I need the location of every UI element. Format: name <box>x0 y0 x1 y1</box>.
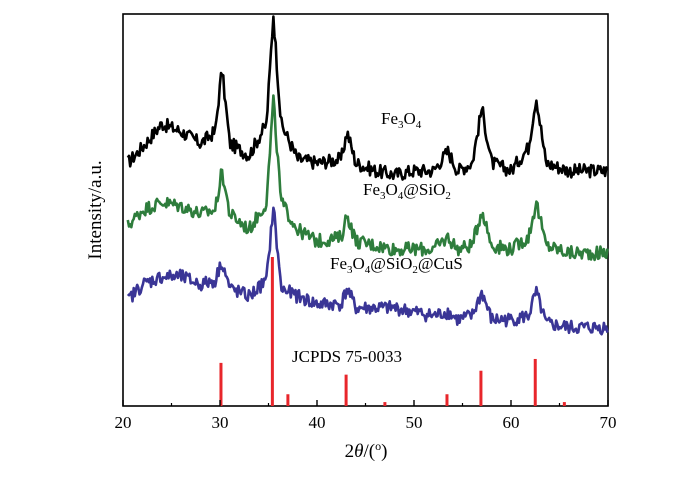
reference-label: JCPDS 75-0033 <box>292 347 402 366</box>
series-line <box>126 15 609 181</box>
x-axis: 20 30 40 50 60 70 <box>115 400 617 432</box>
x-tick-label: 70 <box>600 413 617 432</box>
x-tick-label: 60 <box>503 413 520 432</box>
series-line <box>126 206 609 336</box>
x-tick-label: 30 <box>212 413 229 432</box>
x-tick-label: 50 <box>406 413 423 432</box>
series-lines <box>126 15 609 336</box>
series-label-fe3o4-sio2: Fe3O4@SiO2 <box>363 180 451 202</box>
series-line <box>126 94 609 262</box>
x-tick-label: 20 <box>115 413 132 432</box>
y-axis-label: Intensity/a.u. <box>85 160 106 259</box>
x-tick-label: 40 <box>309 413 326 432</box>
series-label-fe3o4: Fe3O4 <box>381 109 422 131</box>
reference-bars <box>219 257 566 406</box>
x-axis-label: 2θ/(o) <box>345 439 388 462</box>
series-label-fe3o4-sio2-cus: Fe3O4@SiO2@CuS <box>330 254 463 276</box>
